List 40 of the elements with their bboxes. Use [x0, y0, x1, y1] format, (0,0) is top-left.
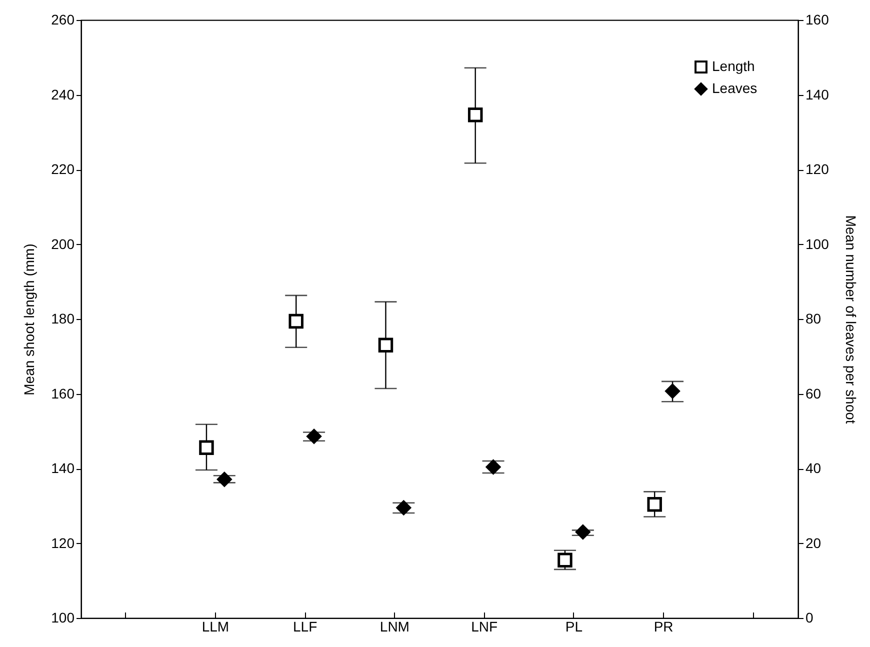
y2-tick-label: 140 [806, 86, 830, 102]
legend-label: Length [712, 58, 755, 74]
legend-label: Leaves [712, 80, 758, 96]
y2-tick-label: 0 [806, 610, 814, 626]
y2-tick-label: 20 [806, 534, 822, 551]
point [306, 428, 322, 444]
point [558, 552, 572, 568]
point [468, 108, 483, 122]
point [576, 524, 590, 540]
point [647, 497, 662, 512]
x-tick-label: PL [565, 618, 583, 634]
y-axis-title: Mean shoot length (mm) [21, 244, 38, 396]
y2-axis-title: Mean number of leaves per shoot [842, 215, 859, 424]
x-tick-label: LNF [471, 618, 498, 634]
x-tick-label: PR [654, 618, 674, 634]
y-tick-label: 260 [51, 12, 75, 28]
point [217, 472, 232, 487]
y-tick-label: 180 [51, 310, 75, 326]
y2-tick-label: 40 [806, 460, 822, 476]
y-tick-label: 100 [51, 610, 75, 626]
y-tick-label: 160 [51, 385, 75, 402]
y2-tick-label: 120 [806, 161, 830, 177]
y2-tick-label: 80 [806, 310, 822, 326]
point [288, 314, 304, 329]
point [378, 338, 394, 353]
y-tick-label: 220 [51, 161, 75, 177]
point [486, 460, 501, 474]
y2-tick-label: 60 [806, 385, 822, 402]
y-tick-label: 240 [51, 86, 75, 102]
point [199, 440, 214, 455]
y-tick-label: 120 [51, 534, 75, 551]
x-tick-label: LLM [202, 618, 230, 634]
y-tick-label: 140 [51, 460, 75, 476]
y2-tick-label: 100 [806, 236, 830, 252]
y2-tick-label: 160 [806, 12, 830, 28]
x-tick-label: LLF [293, 618, 318, 634]
point [665, 384, 680, 399]
y-tick-label: 200 [51, 236, 75, 252]
point [396, 500, 412, 516]
x-tick-label: LNM [380, 618, 410, 634]
